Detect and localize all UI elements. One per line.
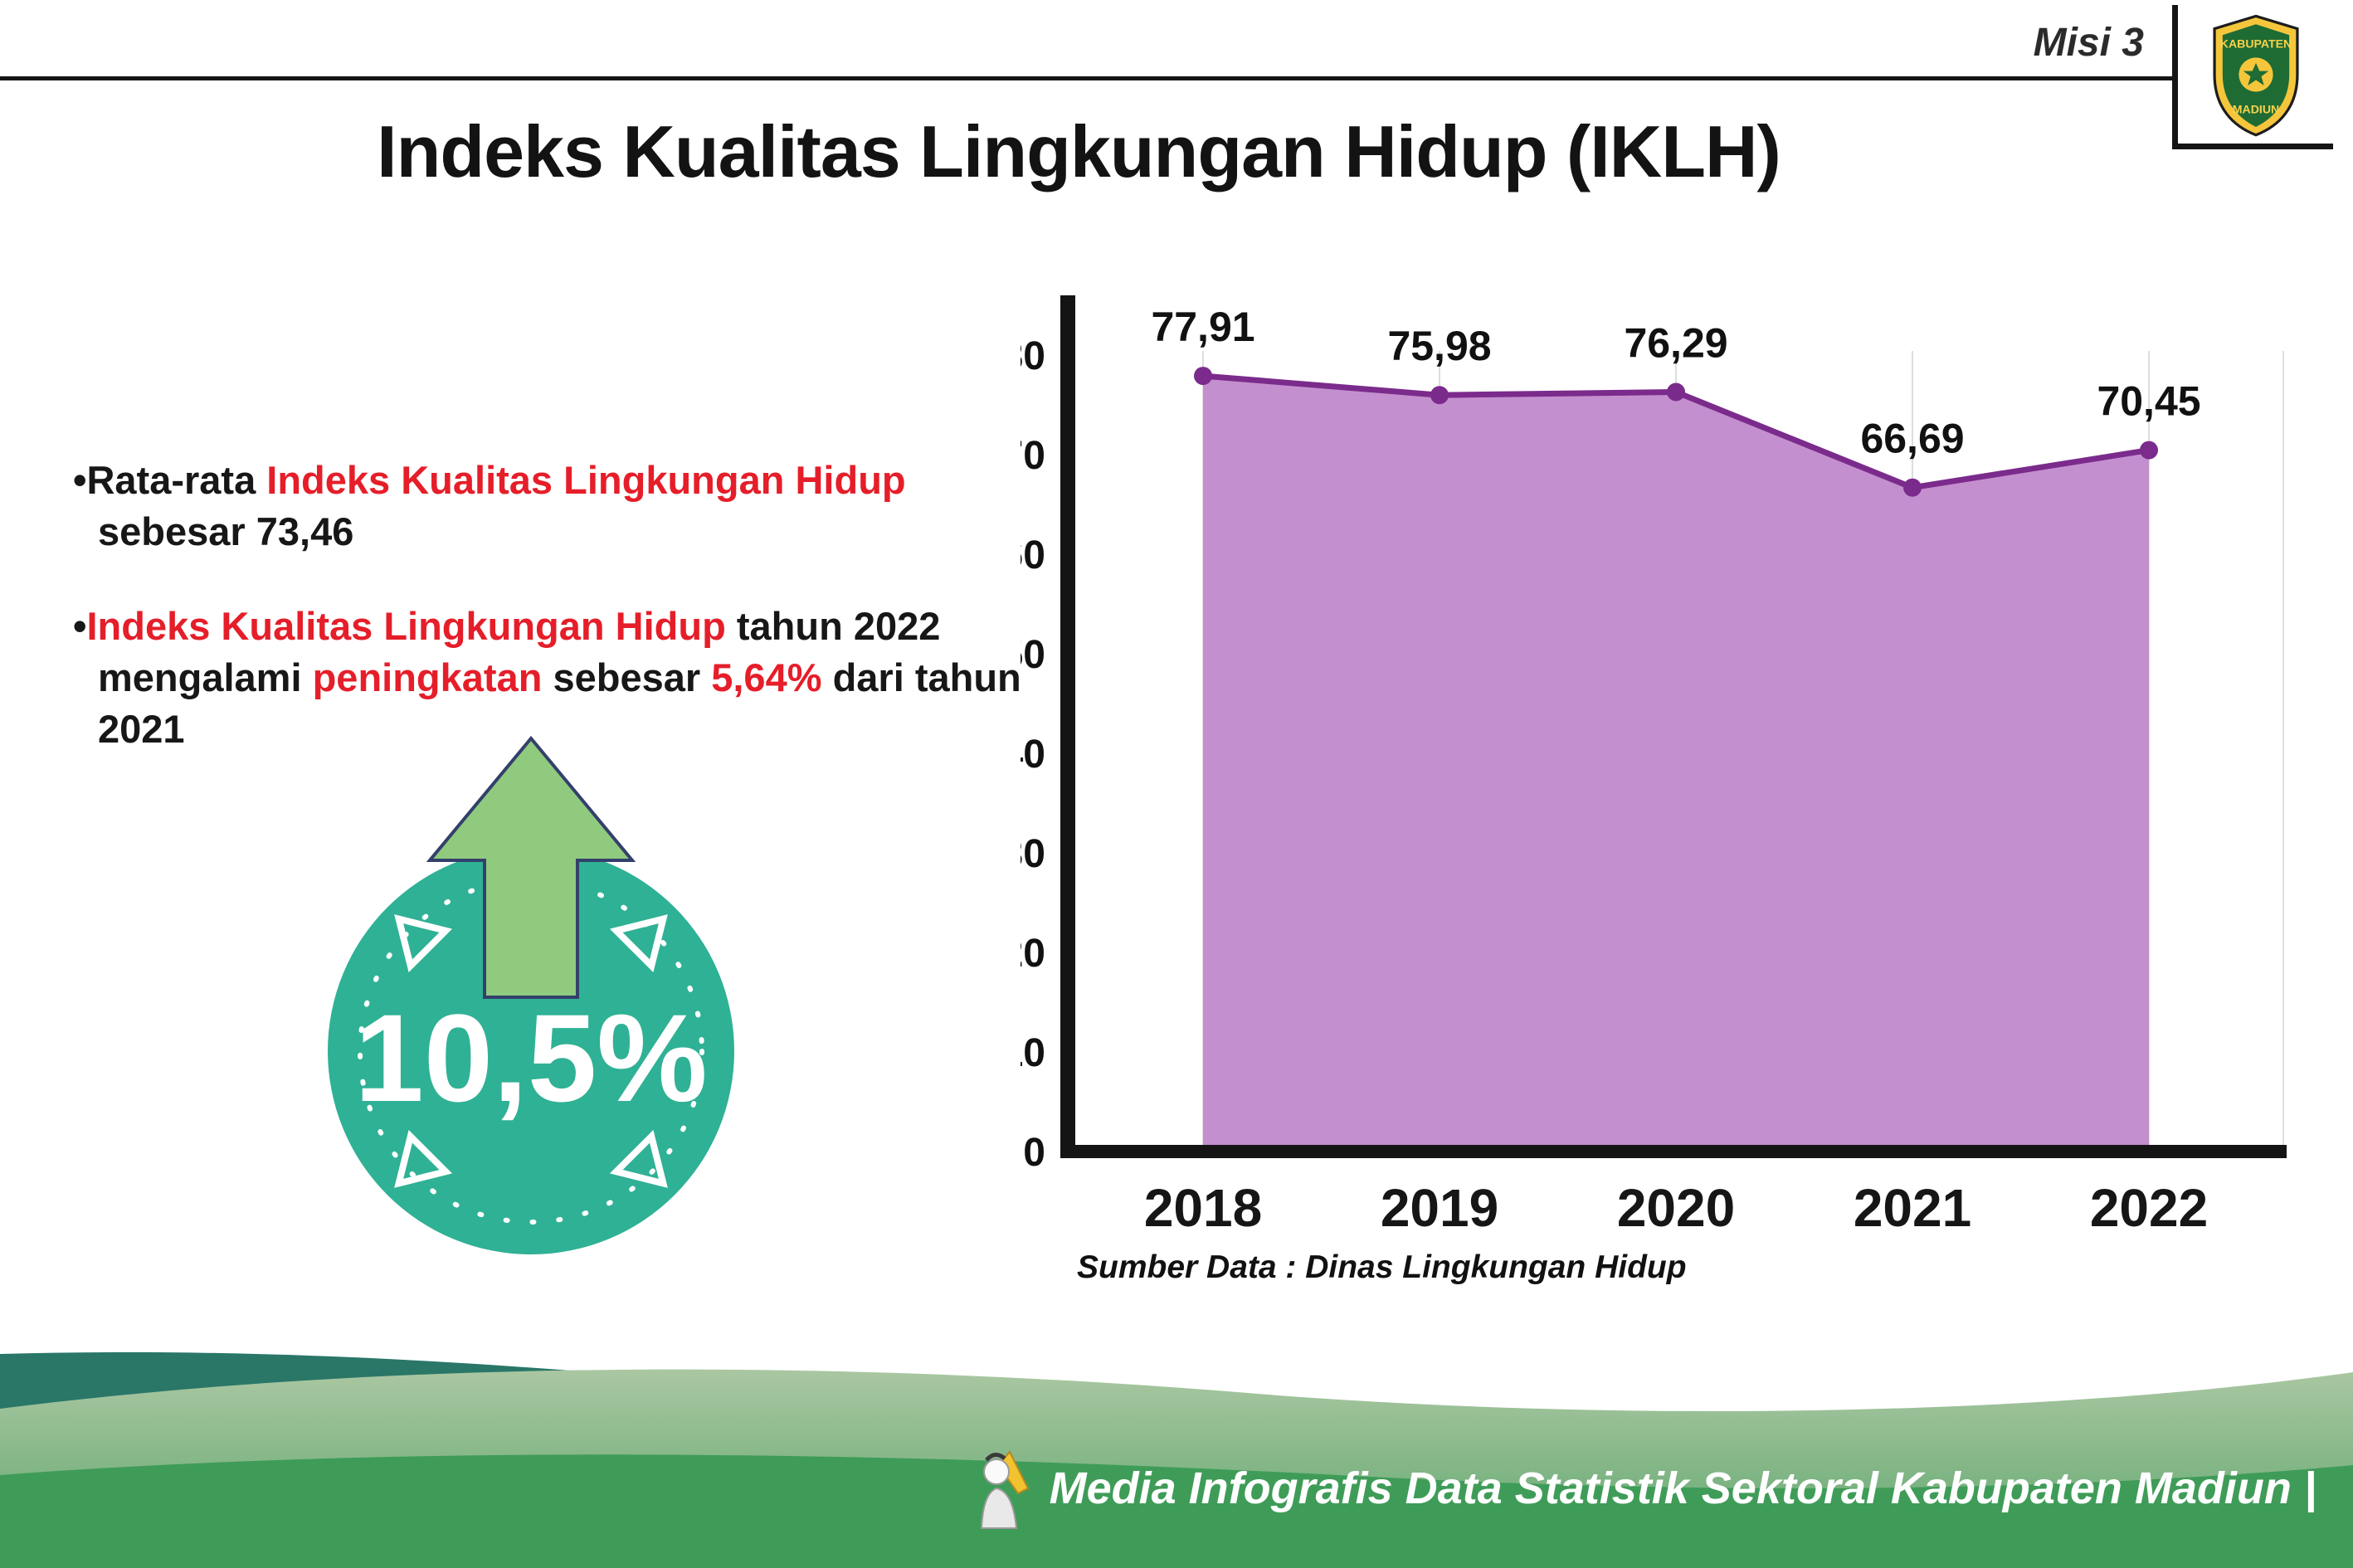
footer-waves [0,1351,2353,1568]
badge-percentage: 10,5% [354,988,707,1127]
svg-text:10: 10 [1021,1031,1045,1075]
up-arrow-icon [426,735,636,999]
svg-text:2019: 2019 [1381,1178,1498,1238]
summary-bullets: •Rata-rata Indeks Kualitas Lingkungan Hi… [73,455,1060,798]
misi-label: Misi 3 [2033,21,2144,65]
top-divider [0,76,2174,80]
svg-text:2021: 2021 [1854,1178,1971,1238]
page-title: Indeks Kualitas Lingkungan Hidup (IKLH) [377,110,1781,192]
chart-source: Sumber Data : Dinas Lingkungan Hidup [1077,1249,1687,1285]
svg-text:0: 0 [1023,1131,1045,1175]
svg-text:50: 50 [1021,633,1045,677]
svg-text:2018: 2018 [1144,1178,1262,1238]
bullet-text: dari tahun 2021 [98,655,1021,752]
svg-text:75,98: 75,98 [1387,323,1491,369]
svg-text:70,45: 70,45 [2097,378,2200,425]
bullet-marker: • [73,458,87,502]
logo-top-text: KABUPATEN [2219,37,2291,50]
bullet-text-highlight: Indeks Kualitas Lingkungan Hidup [266,458,906,502]
svg-text:30: 30 [1021,832,1045,876]
bullet-text: sebesar 73,46 [98,509,354,554]
svg-text:77,91: 77,91 [1151,304,1254,350]
summary-bullet-increase: •Indeks Kualitas Lingkungan Hidup tahun … [73,601,1060,755]
triangle-icon [394,1129,453,1188]
bullet-text-highlight: Indeks Kualitas Lingkungan Hidup [86,604,726,649]
svg-text:80: 80 [1021,334,1045,378]
triangle-icon [394,914,453,973]
bullet-text-highlight: peningkatan [312,655,543,700]
bullet-text-highlight: 5,64% [711,655,822,700]
badge-dotted-ring [358,878,704,1225]
svg-text:70: 70 [1021,434,1045,478]
triangle-icon [609,1129,668,1188]
bullet-text: Rata-rata [86,458,267,502]
svg-text:66,69: 66,69 [1860,416,1964,462]
svg-text:60: 60 [1021,533,1045,577]
svg-text:20: 20 [1021,932,1045,976]
shield-icon: KABUPATEN MADIUN [2212,14,2299,136]
svg-text:2022: 2022 [2090,1178,2208,1238]
summary-bullet-average: •Rata-rata Indeks Kualitas Lingkungan Hi… [73,455,1060,558]
writing-person-icon [980,1450,1029,1529]
footer-credit: Media Infografis Data Statistik Sektoral… [1049,1463,2316,1513]
iklh-area-chart: 0 10 20 30 40 50 60 70 80 77,91 2018 75,98 2019 76,29… [1021,295,2287,1238]
triangle-icon [609,914,668,973]
footer-credit-row: Media Infografis Data Statistik Sektoral… [967,1447,2316,1530]
increase-badge: 10,5% [328,735,734,1254]
bullet-text: tahun 2022 mengalami [98,604,941,700]
kabupaten-madiun-logo: KABUPATEN MADIUN [2172,5,2333,149]
footer-wave-green [0,1454,2353,1568]
logo-bottom-text: MADIUN [2232,102,2278,115]
svg-text:76,29: 76,29 [1624,320,1727,367]
svg-text:2020: 2020 [1617,1178,1735,1238]
bullet-marker: • [73,604,87,649]
bullet-text: sebesar [542,655,712,700]
svg-text:40: 40 [1021,733,1045,777]
